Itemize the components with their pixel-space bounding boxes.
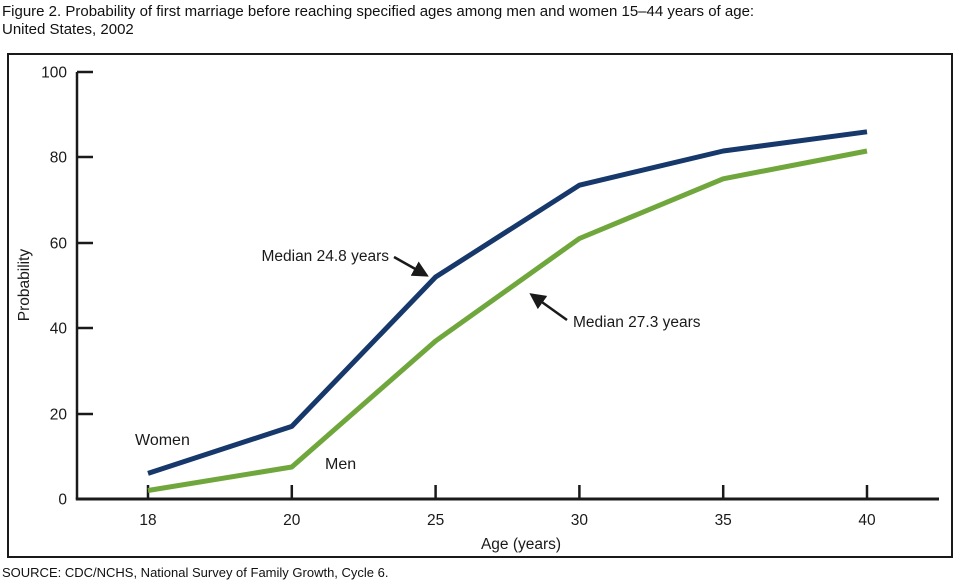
x-tick-label-25: 25 (427, 512, 444, 529)
women-line (147, 129, 868, 476)
figure-title-line2: United States, 2002 (2, 21, 134, 38)
y-tick-label-20: 20 (50, 407, 68, 424)
figure-title: Figure 2. Probability of first marriage … (2, 3, 952, 39)
x-tick-label-35: 35 (715, 512, 732, 529)
median-women-annotation: Median 24.8 years (261, 248, 389, 265)
median-men-arrow (529, 293, 568, 322)
chart-frame: 0 20 40 60 80 100 18 20 25 30 35 40 Age … (7, 53, 953, 558)
y-tick-label-100: 100 (41, 65, 67, 82)
x-tick-label-18: 18 (139, 512, 156, 529)
median-men-annotation: Median 27.3 years (573, 314, 701, 331)
y-tick-labels: 0 20 40 60 80 100 (41, 65, 67, 509)
y-tick-label-60: 60 (50, 236, 68, 253)
y-tick-label-40: 40 (50, 321, 68, 338)
x-axis-title: Age (years) (481, 536, 561, 553)
x-axis-ticks (146, 485, 869, 499)
y-axis-title: Probability (16, 249, 33, 322)
x-tick-label-40: 40 (858, 512, 876, 529)
y-tick-label-0: 0 (58, 492, 67, 509)
figure-title-line1: Figure 2. Probability of first marriage … (2, 3, 755, 20)
y-axis-ticks (77, 70, 93, 416)
men-line (147, 148, 868, 493)
x-tick-labels: 18 20 25 30 35 40 (139, 512, 876, 529)
y-tick-label-80: 80 (50, 150, 68, 167)
chart-canvas: 0 20 40 60 80 100 18 20 25 30 35 40 Age … (16, 65, 939, 553)
x-tick-label-20: 20 (283, 512, 301, 529)
x-tick-label-30: 30 (571, 512, 589, 529)
median-women-arrow (393, 255, 429, 277)
women-series-label: Women (135, 432, 190, 449)
source-note: SOURCE: CDC/NCHS, National Survey of Fam… (2, 565, 389, 580)
men-series-label: Men (325, 456, 356, 473)
